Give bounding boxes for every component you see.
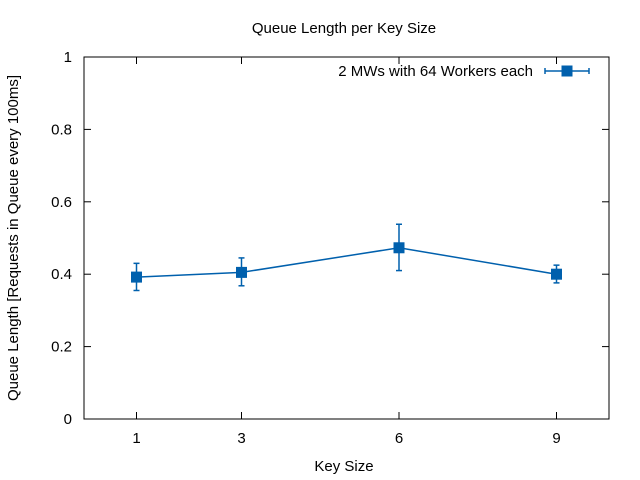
chart-title: Queue Length per Key Size	[252, 20, 436, 37]
series-line	[136, 247, 557, 278]
plot-frame	[83, 56, 610, 420]
data-point	[131, 271, 142, 283]
data-point	[393, 242, 405, 254]
y-tick-label: 0.2	[51, 339, 72, 356]
x-tick-label: 1	[132, 430, 140, 447]
x-tick-label: 6	[395, 430, 403, 447]
x-tick-label: 9	[552, 430, 560, 447]
series-layer	[131, 223, 562, 292]
y-tick-label: 0.4	[51, 266, 72, 283]
y-axis-title: Queue Length [Requests in Queue every 10…	[5, 75, 22, 401]
data-point	[551, 268, 562, 280]
x-axis-title: Key Size	[314, 458, 373, 475]
plot-area: 1 3 6 9 0 0.2 0.4 0.6 0.8 1	[51, 49, 610, 447]
x-axis: 1 3 6 9	[132, 57, 561, 447]
data-point	[236, 266, 247, 278]
legend: 2 MWs with 64 Workers each	[338, 63, 590, 80]
y-tick-label: 1	[64, 49, 72, 66]
y-tick-label: 0.8	[51, 121, 72, 138]
y-tick-label: 0	[64, 411, 72, 428]
legend-label: 2 MWs with 64 Workers each	[338, 63, 533, 80]
y-tick-label: 0.6	[51, 194, 72, 211]
x-tick-label: 3	[237, 430, 245, 447]
legend-marker	[561, 65, 573, 77]
y-axis: 0 0.2 0.4 0.6 0.8 1	[51, 49, 609, 428]
